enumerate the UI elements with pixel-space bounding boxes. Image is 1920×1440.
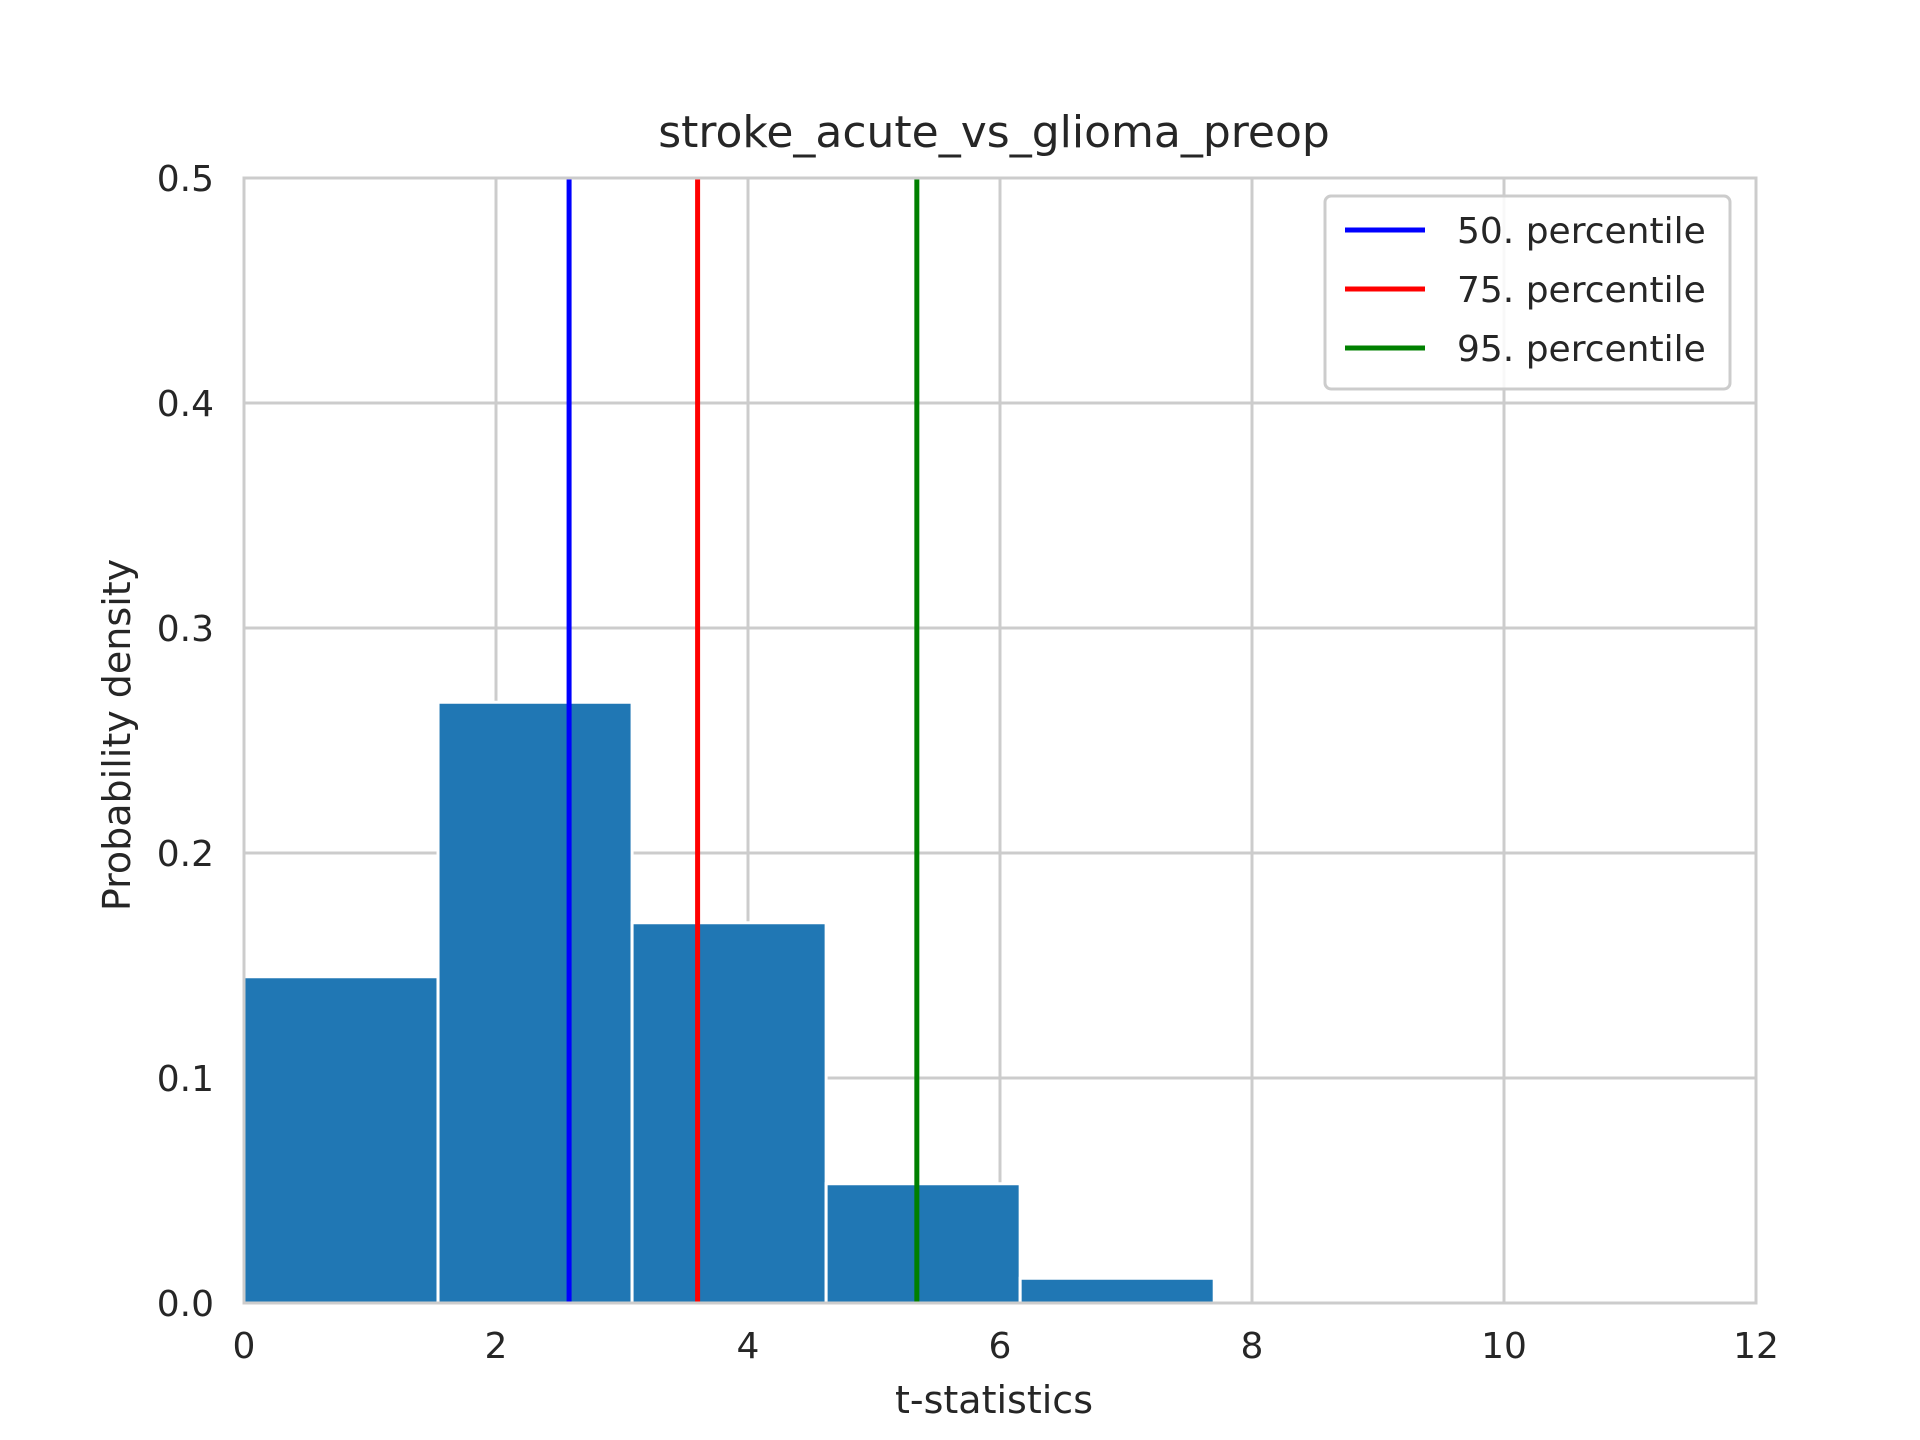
y-tick-label: 0.3 xyxy=(157,609,214,650)
x-tick-label: 2 xyxy=(485,1326,508,1367)
y-tick-label: 0.0 xyxy=(157,1284,214,1325)
y-tick-labels: 0.0 0.1 0.2 0.3 0.4 0.5 xyxy=(157,159,214,1325)
x-tick-label: 0 xyxy=(233,1326,256,1367)
axes-frame xyxy=(242,176,1758,1305)
legend: 50. percentile 75. percentile 95. percenti… xyxy=(1323,194,1732,391)
y-tick-label: 0.5 xyxy=(157,159,214,200)
y-tick-label: 0.2 xyxy=(157,834,214,875)
legend-box xyxy=(1323,194,1732,391)
x-tick-label: 4 xyxy=(737,1326,760,1367)
percentile-lines xyxy=(566,178,920,1303)
legend-label: 50. percentile xyxy=(1457,211,1706,252)
histogram-bar-3 xyxy=(824,1182,1022,1305)
x-tick-label: 12 xyxy=(1733,1326,1779,1367)
legend-label: 95. percentile xyxy=(1457,329,1706,370)
histogram-bar-2 xyxy=(630,921,828,1305)
histogram-bar-0 xyxy=(242,975,440,1305)
histogram-bar-1 xyxy=(436,700,634,1305)
y-axis-label: Probability density xyxy=(95,559,139,911)
x-tick-label: 10 xyxy=(1481,1326,1527,1367)
x-tick-labels: 0 2 4 6 8 10 12 xyxy=(233,1326,1779,1367)
y-tick-label: 0.4 xyxy=(157,384,214,425)
x-tick-label: 8 xyxy=(1241,1326,1264,1367)
histogram-bars xyxy=(242,700,1216,1305)
x-axis-label: t-statistics xyxy=(895,1378,1093,1422)
x-tick-label: 6 xyxy=(989,1326,1012,1367)
histogram-bar-4 xyxy=(1018,1276,1216,1305)
legend-label: 75. percentile xyxy=(1457,270,1706,311)
axes-border xyxy=(242,176,1758,1305)
y-tick-label: 0.1 xyxy=(157,1059,214,1100)
chart-title: stroke_acute_vs_glioma_preop xyxy=(658,107,1330,158)
